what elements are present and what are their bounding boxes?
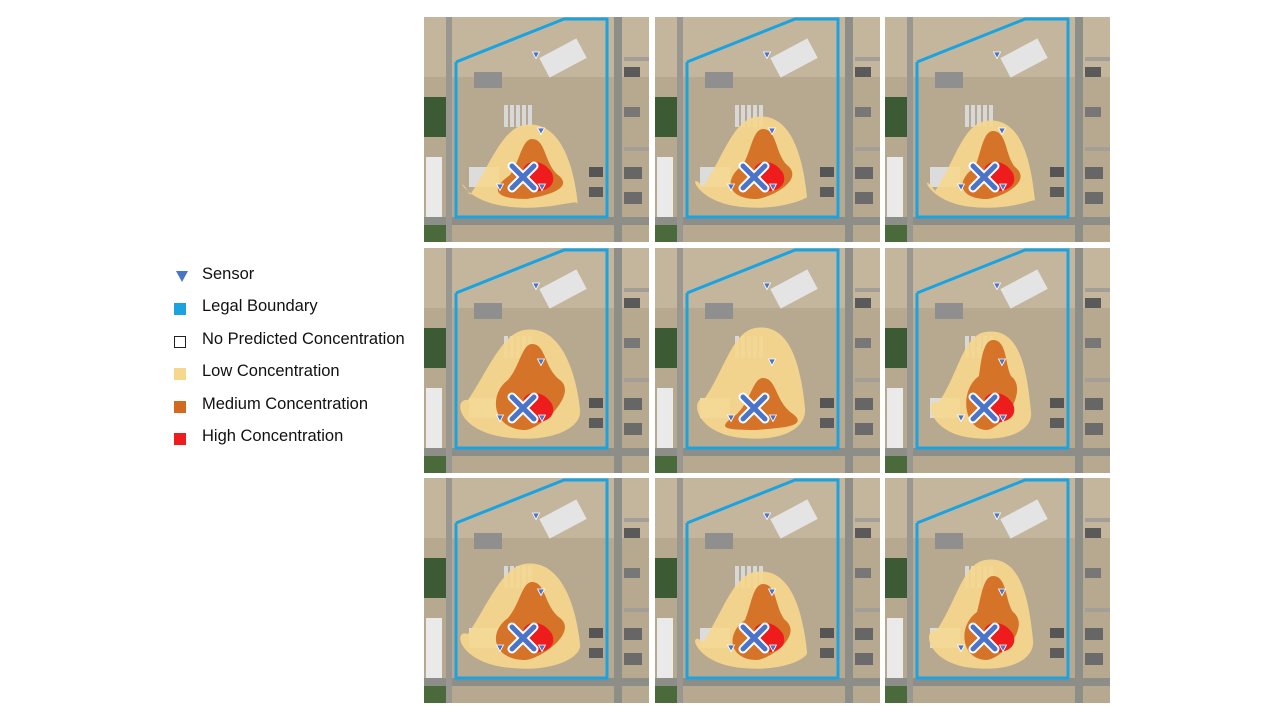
legend-label: High Concentration bbox=[202, 426, 344, 445]
sensor-icon bbox=[956, 644, 966, 653]
sensor-icon bbox=[998, 644, 1008, 653]
legend-item-medium-concentration: Medium Concentration bbox=[172, 392, 422, 424]
sensor-icon bbox=[997, 127, 1007, 136]
x-mark-icon bbox=[507, 392, 539, 423]
aerial-map bbox=[885, 17, 1110, 242]
sensor-icon bbox=[531, 282, 541, 290]
aerial-map bbox=[885, 478, 1110, 703]
sensor-icon bbox=[956, 414, 966, 422]
x-mark-icon bbox=[738, 622, 769, 654]
sensor-icon bbox=[495, 644, 505, 653]
sensor-triangle-icon bbox=[176, 271, 188, 282]
map-panel bbox=[654, 478, 880, 703]
aerial-map bbox=[654, 247, 880, 473]
map-panel bbox=[885, 247, 1110, 473]
legend-label: No Predicted Concentration bbox=[202, 329, 405, 348]
x-mark-icon bbox=[968, 622, 1000, 654]
map-panel bbox=[424, 17, 649, 242]
sensor-icon bbox=[767, 588, 776, 597]
x-mark-icon bbox=[507, 622, 539, 654]
sensor-icon bbox=[537, 183, 547, 192]
sensor-icon bbox=[992, 51, 1002, 60]
aerial-map bbox=[885, 247, 1110, 473]
sensor-icon bbox=[998, 414, 1008, 422]
legal-boundary bbox=[454, 248, 609, 449]
sensor-icon bbox=[536, 358, 546, 366]
x-mark-icon bbox=[507, 161, 539, 193]
legend-label: Low Concentration bbox=[202, 362, 340, 381]
legend-item-no-concentration: No Predicted Concentration bbox=[172, 327, 422, 359]
legend-item-low-concentration: Low Concentration bbox=[172, 359, 422, 391]
sensor-icon bbox=[767, 127, 776, 136]
legal-boundary bbox=[454, 478, 609, 680]
no-concentration-swatch bbox=[174, 335, 186, 348]
medium-concentration-swatch bbox=[174, 400, 186, 413]
sensor-icon bbox=[762, 512, 771, 521]
low-concentration-swatch bbox=[174, 368, 186, 381]
sensor-icon bbox=[762, 282, 771, 290]
legal-boundary bbox=[915, 248, 1070, 449]
sensor-icon bbox=[537, 644, 547, 653]
sensor-icon bbox=[997, 358, 1007, 366]
sensor-icon bbox=[956, 183, 966, 192]
legend-item-high-concentration: High Concentration bbox=[172, 424, 422, 456]
sensor-icon bbox=[992, 512, 1002, 521]
sensor-icon bbox=[726, 644, 735, 653]
legend-item-sensor: Sensor bbox=[172, 262, 422, 294]
legal-boundary bbox=[685, 17, 839, 219]
aerial-map bbox=[654, 17, 880, 242]
x-mark-icon bbox=[738, 161, 769, 193]
map-panel bbox=[654, 247, 880, 473]
sensor-icon bbox=[537, 414, 547, 422]
x-mark-icon bbox=[968, 392, 1000, 423]
sensor-icon bbox=[997, 588, 1007, 597]
legend-item-legal-boundary: Legal Boundary bbox=[172, 294, 422, 326]
sensor-icon bbox=[762, 51, 771, 60]
aerial-map bbox=[424, 478, 649, 703]
sensor-icon bbox=[536, 127, 546, 136]
legal-boundary bbox=[454, 17, 609, 219]
sensor-icon bbox=[531, 51, 541, 60]
legal-boundary bbox=[685, 248, 839, 449]
sensor-icon bbox=[767, 358, 776, 366]
sensor-icon bbox=[768, 183, 777, 192]
high-concentration-swatch bbox=[174, 432, 186, 445]
legal-boundary-swatch bbox=[174, 303, 186, 316]
sensor-icon bbox=[726, 414, 735, 422]
sensor-icon bbox=[531, 512, 541, 521]
sensor-icon bbox=[998, 183, 1008, 192]
map-legend: Sensor Legal Boundary No Predicted Conce… bbox=[172, 262, 422, 456]
sensor-icon bbox=[495, 183, 505, 192]
sensor-icon bbox=[768, 644, 777, 653]
x-mark-icon bbox=[968, 161, 1000, 193]
legend-label: Sensor bbox=[202, 265, 255, 283]
legal-boundary bbox=[685, 478, 839, 680]
map-panel bbox=[885, 478, 1110, 703]
sensor-icon bbox=[726, 183, 735, 192]
legal-boundary bbox=[915, 478, 1070, 680]
legal-boundary bbox=[915, 17, 1070, 219]
aerial-map bbox=[654, 478, 880, 703]
legend-label: Legal Boundary bbox=[202, 297, 318, 316]
sensor-icon bbox=[536, 588, 546, 597]
aerial-map bbox=[424, 17, 649, 242]
sensor-icon bbox=[495, 414, 505, 422]
sensor-icon bbox=[768, 414, 777, 422]
x-mark-icon bbox=[738, 392, 769, 423]
map-panel bbox=[424, 478, 649, 703]
map-panel bbox=[654, 17, 880, 242]
map-panel bbox=[424, 247, 649, 473]
map-panel bbox=[885, 17, 1110, 242]
sensor-icon bbox=[992, 282, 1002, 290]
aerial-map bbox=[424, 247, 649, 473]
legend-label: Medium Concentration bbox=[202, 394, 368, 413]
map-panel-grid bbox=[424, 17, 1110, 703]
